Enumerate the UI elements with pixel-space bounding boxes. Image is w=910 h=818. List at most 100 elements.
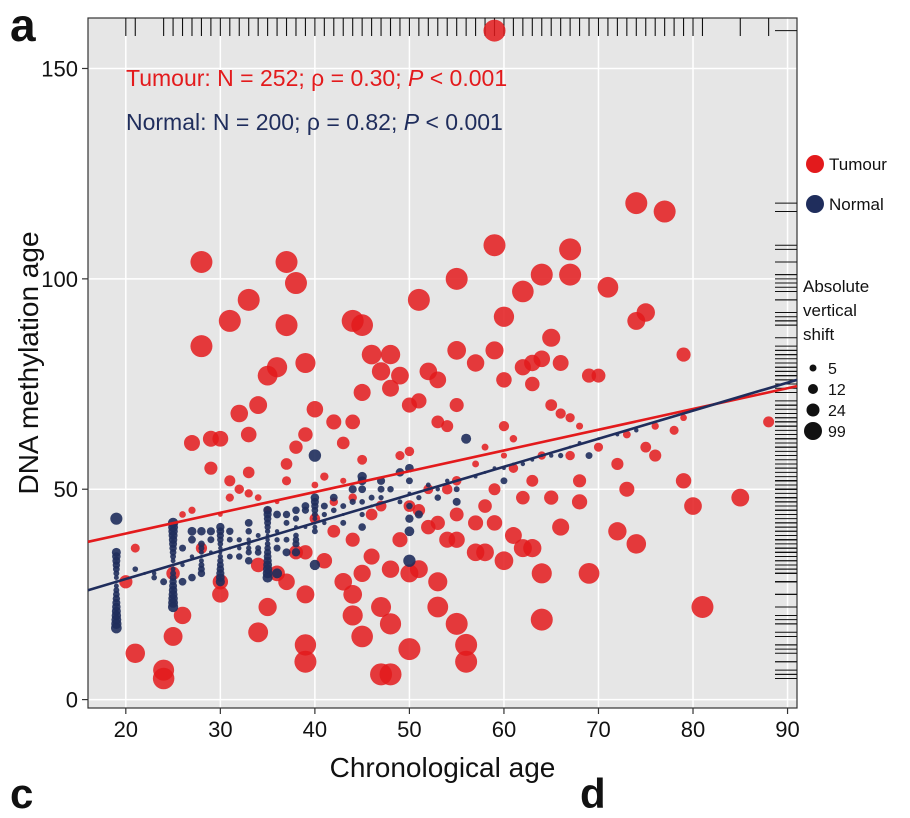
x-tick-label: 40 — [303, 717, 327, 742]
tumour-point — [258, 597, 277, 617]
tumour-point — [326, 414, 342, 430]
panel-label-d: d — [580, 770, 606, 817]
normal-point — [425, 482, 431, 488]
tumour-point — [498, 420, 510, 432]
y-tick-label: 0 — [66, 688, 78, 713]
tumour-point — [445, 612, 468, 635]
normal-point — [548, 453, 554, 458]
normal-point — [378, 494, 384, 501]
tumour-points — [119, 19, 775, 690]
tumour-point — [320, 472, 329, 481]
tumour-point — [427, 596, 449, 618]
normal-point — [358, 523, 366, 531]
normal-point — [246, 537, 251, 542]
normal-point — [445, 478, 450, 484]
tumour-point — [516, 490, 530, 505]
tumour-point — [441, 420, 454, 433]
normal-point — [292, 515, 300, 522]
tumour-point — [504, 527, 522, 544]
normal-point — [397, 499, 403, 505]
normal-point — [188, 535, 196, 544]
tumour-point — [281, 476, 292, 486]
tumour-point — [225, 493, 234, 502]
x-tick-label: 60 — [492, 717, 516, 742]
normal-point — [282, 510, 291, 519]
normal-point — [311, 511, 318, 518]
normal-point — [167, 601, 179, 613]
tumour-point — [294, 650, 317, 673]
normal-point — [237, 545, 242, 551]
normal-point — [359, 499, 365, 505]
normal-point — [246, 545, 252, 551]
normal-point — [198, 549, 204, 555]
normal-point — [500, 477, 508, 485]
size-legend-label: 12 — [828, 382, 846, 399]
tumour-point — [625, 192, 648, 215]
tumour-point — [544, 490, 559, 505]
tumour-point — [248, 622, 269, 643]
tumour-point — [351, 625, 373, 648]
normal-point — [264, 528, 271, 534]
tumour-point — [447, 341, 467, 360]
tumour-point — [552, 355, 569, 371]
tumour-point — [295, 352, 316, 374]
normal-point — [262, 572, 273, 583]
normal-point — [404, 526, 415, 537]
tumour-point — [298, 545, 313, 560]
normal-point — [434, 494, 442, 501]
tumour-point — [183, 434, 200, 451]
tumour-point — [371, 597, 392, 618]
x-tick-label: 30 — [208, 717, 232, 742]
tumour-point — [496, 372, 512, 388]
normal-point — [245, 528, 252, 535]
tumour-point — [327, 524, 341, 538]
tumour-point — [280, 458, 293, 470]
y-tick-label: 100 — [41, 267, 78, 292]
tumour-point — [353, 383, 371, 401]
normal-point — [217, 536, 224, 543]
normal-point — [273, 544, 281, 552]
tumour-point — [478, 499, 492, 513]
tumour-point — [125, 643, 146, 664]
tumour-point — [311, 481, 319, 489]
stats-annotation-tumour: Tumour: N = 252; ρ = 0.30; P < 0.001 — [126, 65, 507, 91]
tumour-point — [365, 508, 378, 521]
normal-point — [236, 553, 243, 560]
tumour-point — [152, 667, 175, 690]
normal-point — [170, 558, 176, 564]
tumour-point — [571, 494, 588, 510]
normal-point — [283, 536, 290, 543]
y-axis-title: DNA methylation age — [13, 231, 44, 494]
normal-point — [255, 533, 261, 538]
normal-point — [340, 503, 347, 510]
normal-point — [348, 485, 357, 494]
tumour-point — [163, 627, 183, 646]
normal-point — [236, 537, 242, 543]
normal-point — [322, 520, 327, 526]
normal-point — [217, 541, 224, 547]
tumour-point — [448, 531, 465, 548]
tumour-point — [380, 344, 401, 365]
tumour-point — [379, 663, 402, 686]
normal-point — [282, 548, 291, 557]
normal-point — [272, 568, 283, 579]
normal-point — [197, 569, 206, 578]
tumour-point — [455, 650, 478, 673]
tumour-point — [342, 605, 363, 626]
tumour-point — [334, 572, 353, 591]
normal-point — [111, 622, 122, 634]
normal-point — [274, 537, 280, 543]
normal-point — [330, 507, 337, 514]
tumour-point — [531, 563, 552, 584]
tumour-point — [483, 234, 506, 257]
normal-point — [264, 523, 271, 531]
normal-point — [520, 461, 526, 467]
tumour-point — [593, 442, 604, 452]
tumour-point — [363, 548, 380, 565]
tumour-point — [296, 585, 315, 604]
normal-point — [169, 548, 177, 556]
tumour-point — [468, 515, 484, 531]
tumour-point — [494, 551, 514, 571]
size-legend-label: 99 — [828, 424, 846, 441]
normal-point — [215, 577, 225, 587]
